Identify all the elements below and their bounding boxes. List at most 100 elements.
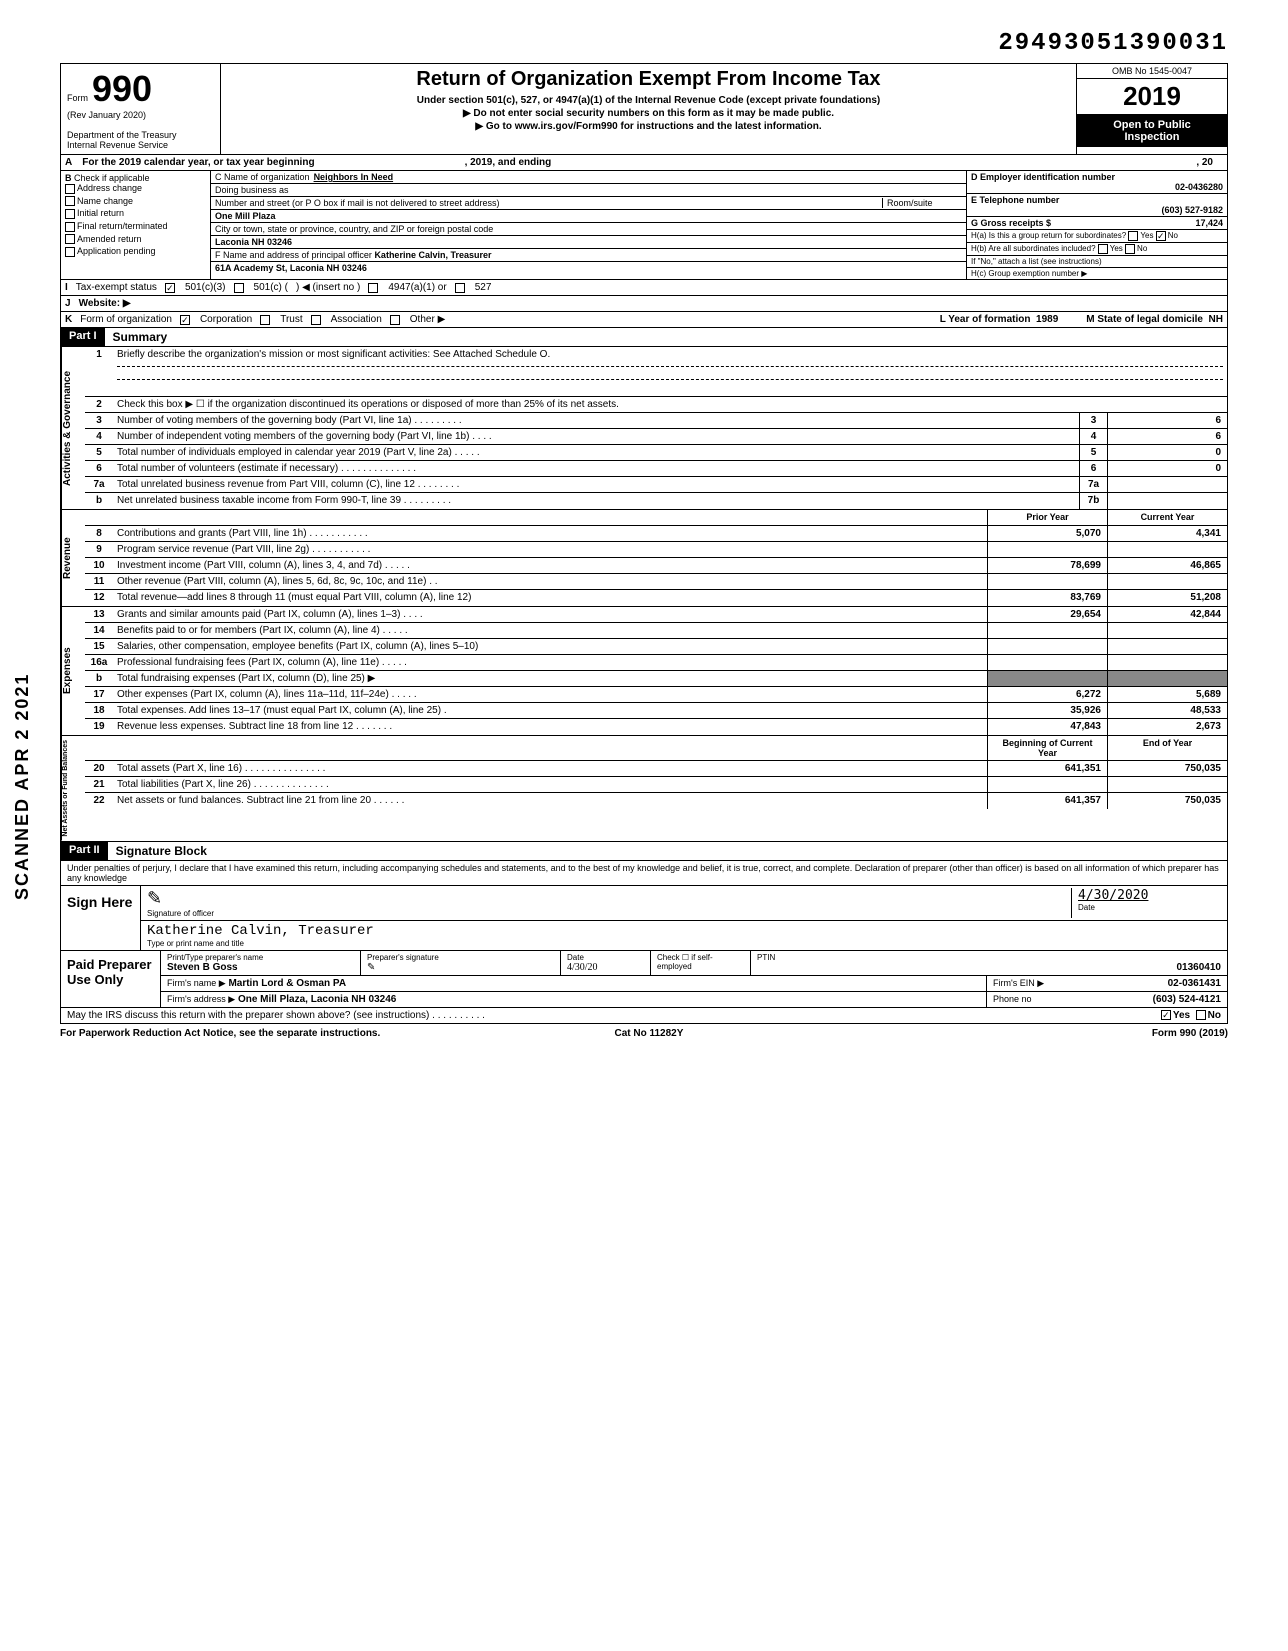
- paid-preparer-label: Paid Preparer Use Only: [61, 951, 161, 1007]
- summary-row: 16aProfessional fundraising fees (Part I…: [85, 655, 1227, 671]
- lbl-assoc: Association: [331, 314, 382, 325]
- state-domicile-label: M State of legal domicile: [1086, 314, 1203, 325]
- col-header-a: Prior Year: [987, 510, 1107, 525]
- line-desc: Total expenses. Add lines 13–17 (must eq…: [113, 703, 987, 718]
- prep-sig-label: Preparer's signature: [367, 953, 554, 962]
- col-a-value: 6,272: [987, 687, 1107, 702]
- col-b-value: 46,865: [1107, 558, 1227, 573]
- row-k: K Form of organization Corporation Trust…: [60, 312, 1228, 328]
- mini-val: 0: [1107, 445, 1227, 460]
- line-num: 11: [85, 574, 113, 589]
- line-desc: Total unrelated business revenue from Pa…: [113, 477, 1079, 492]
- prep-name: Steven B Goss: [167, 962, 354, 973]
- section-net-assets: Net Assets or Fund Balances Beginning of…: [60, 736, 1228, 842]
- prep-date-label: Date: [567, 953, 644, 962]
- summary-row: 20Total assets (Part X, line 16) . . . .…: [85, 761, 1227, 777]
- form-instruction-2: ▶ Go to www.irs.gov/Form990 for instruct…: [227, 121, 1070, 132]
- row-a: A For the 2019 calendar year, or tax yea…: [60, 155, 1228, 171]
- ein-label: D Employer identification number: [971, 172, 1223, 182]
- chk-4947[interactable]: [368, 283, 378, 293]
- line-num: 10: [85, 558, 113, 573]
- firm-addr: One Mill Plaza, Laconia NH 03246: [238, 994, 396, 1005]
- summary-row: 21Total liabilities (Part X, line 26) . …: [85, 777, 1227, 793]
- col-b-value: [1107, 777, 1227, 792]
- firm-name-label: Firm's name ▶: [167, 978, 226, 988]
- chk-corp[interactable]: [180, 315, 190, 325]
- line-desc: Total number of individuals employed in …: [113, 445, 1079, 460]
- checkbox-amended[interactable]: [65, 234, 75, 244]
- mini-val: 6: [1107, 413, 1227, 428]
- summary-row: 4Number of independent voting members of…: [85, 429, 1227, 445]
- chk-501c[interactable]: [234, 283, 244, 293]
- col-header-a: Beginning of Current Year: [987, 736, 1107, 760]
- col-b-value: 750,035: [1107, 761, 1227, 776]
- footer-right: Form 990 (2019): [1152, 1028, 1228, 1039]
- open-to-public: Open to Public Inspection: [1077, 115, 1227, 147]
- row-i: I Tax-exempt status 501(c)(3) 501(c) ( )…: [60, 280, 1228, 296]
- chk-trust[interactable]: [260, 315, 270, 325]
- sign-here-label: Sign Here: [61, 886, 141, 950]
- mini-num: 7a: [1079, 477, 1107, 492]
- line-desc: Salaries, other compensation, employee b…: [113, 639, 987, 654]
- hb-no-checkbox[interactable]: [1125, 244, 1135, 254]
- footer-mid: Cat No 11282Y: [614, 1028, 683, 1039]
- checkbox-address-change[interactable]: [65, 184, 75, 194]
- discuss-no: No: [1208, 1010, 1221, 1021]
- line-num: 12: [85, 590, 113, 606]
- line-num: 2: [85, 397, 113, 412]
- page-footer: For Paperwork Reduction Act Notice, see …: [60, 1024, 1228, 1043]
- lbl-501c: 501(c) (: [254, 282, 288, 293]
- officer-addr: 61A Academy St, Laconia NH 03246: [215, 263, 367, 273]
- discuss-no-checkbox[interactable]: [1196, 1010, 1206, 1020]
- mini-val: 0: [1107, 461, 1227, 476]
- line-num: 17: [85, 687, 113, 702]
- website-label: Website: ▶: [79, 298, 131, 309]
- checkbox-initial-return[interactable]: [65, 209, 75, 219]
- chk-other[interactable]: [390, 315, 400, 325]
- col-b-value: [1107, 623, 1227, 638]
- col-d: D Employer identification number02-04362…: [967, 171, 1227, 279]
- col-b-value: 4,341: [1107, 526, 1227, 541]
- line-num: 18: [85, 703, 113, 718]
- line-num: 20: [85, 761, 113, 776]
- checkbox-name-change[interactable]: [65, 196, 75, 206]
- checkbox-final-return[interactable]: [65, 222, 75, 232]
- org-name-label: C Name of organization: [215, 172, 310, 182]
- hb-note: If "No," attach a list (see instructions…: [967, 256, 1227, 268]
- part1-title: Summary: [105, 328, 176, 346]
- summary-row: 12Total revenue—add lines 8 through 11 (…: [85, 590, 1227, 606]
- line-num: 16a: [85, 655, 113, 670]
- officer-sig-label: Signature of officer: [147, 909, 1071, 918]
- summary-row: 10Investment income (Part VIII, column (…: [85, 558, 1227, 574]
- chk-527[interactable]: [455, 283, 465, 293]
- hb-no: No: [1137, 244, 1147, 253]
- side-label-revenue: Revenue: [61, 510, 85, 606]
- hb-yes: Yes: [1110, 244, 1123, 253]
- dba-label: Doing business as: [215, 185, 289, 195]
- col-a-value: 78,699: [987, 558, 1107, 573]
- line-desc: Total revenue—add lines 8 through 11 (mu…: [113, 590, 987, 606]
- row-k-label: K: [65, 314, 72, 325]
- line-desc: Grants and similar amounts paid (Part IX…: [113, 607, 987, 622]
- line-num: 4: [85, 429, 113, 444]
- ha-no-checkbox[interactable]: [1156, 231, 1166, 241]
- chk-assoc[interactable]: [311, 315, 321, 325]
- ha-yes-checkbox[interactable]: [1128, 231, 1138, 241]
- line-num: 22: [85, 793, 113, 809]
- line-desc: Total fundraising expenses (Part IX, col…: [113, 671, 987, 686]
- checkbox-application-pending[interactable]: [65, 247, 75, 257]
- col-b-value: 5,689: [1107, 687, 1227, 702]
- line-desc: Number of independent voting members of …: [113, 429, 1079, 444]
- col-b-shaded: [1107, 671, 1227, 686]
- ptin-label: PTIN: [757, 953, 1221, 962]
- discuss-yes-checkbox[interactable]: [1161, 1010, 1171, 1020]
- line-num: 1: [85, 347, 113, 396]
- room-label: Room/suite: [882, 198, 962, 208]
- line-num: 15: [85, 639, 113, 654]
- discuss-row: May the IRS discuss this return with the…: [60, 1008, 1228, 1024]
- officer-label: F Name and address of principal officer: [215, 250, 372, 260]
- gross-value: 17,424: [1195, 218, 1223, 228]
- chk-501c3[interactable]: [165, 283, 175, 293]
- col-a-value: [987, 623, 1107, 638]
- hb-yes-checkbox[interactable]: [1098, 244, 1108, 254]
